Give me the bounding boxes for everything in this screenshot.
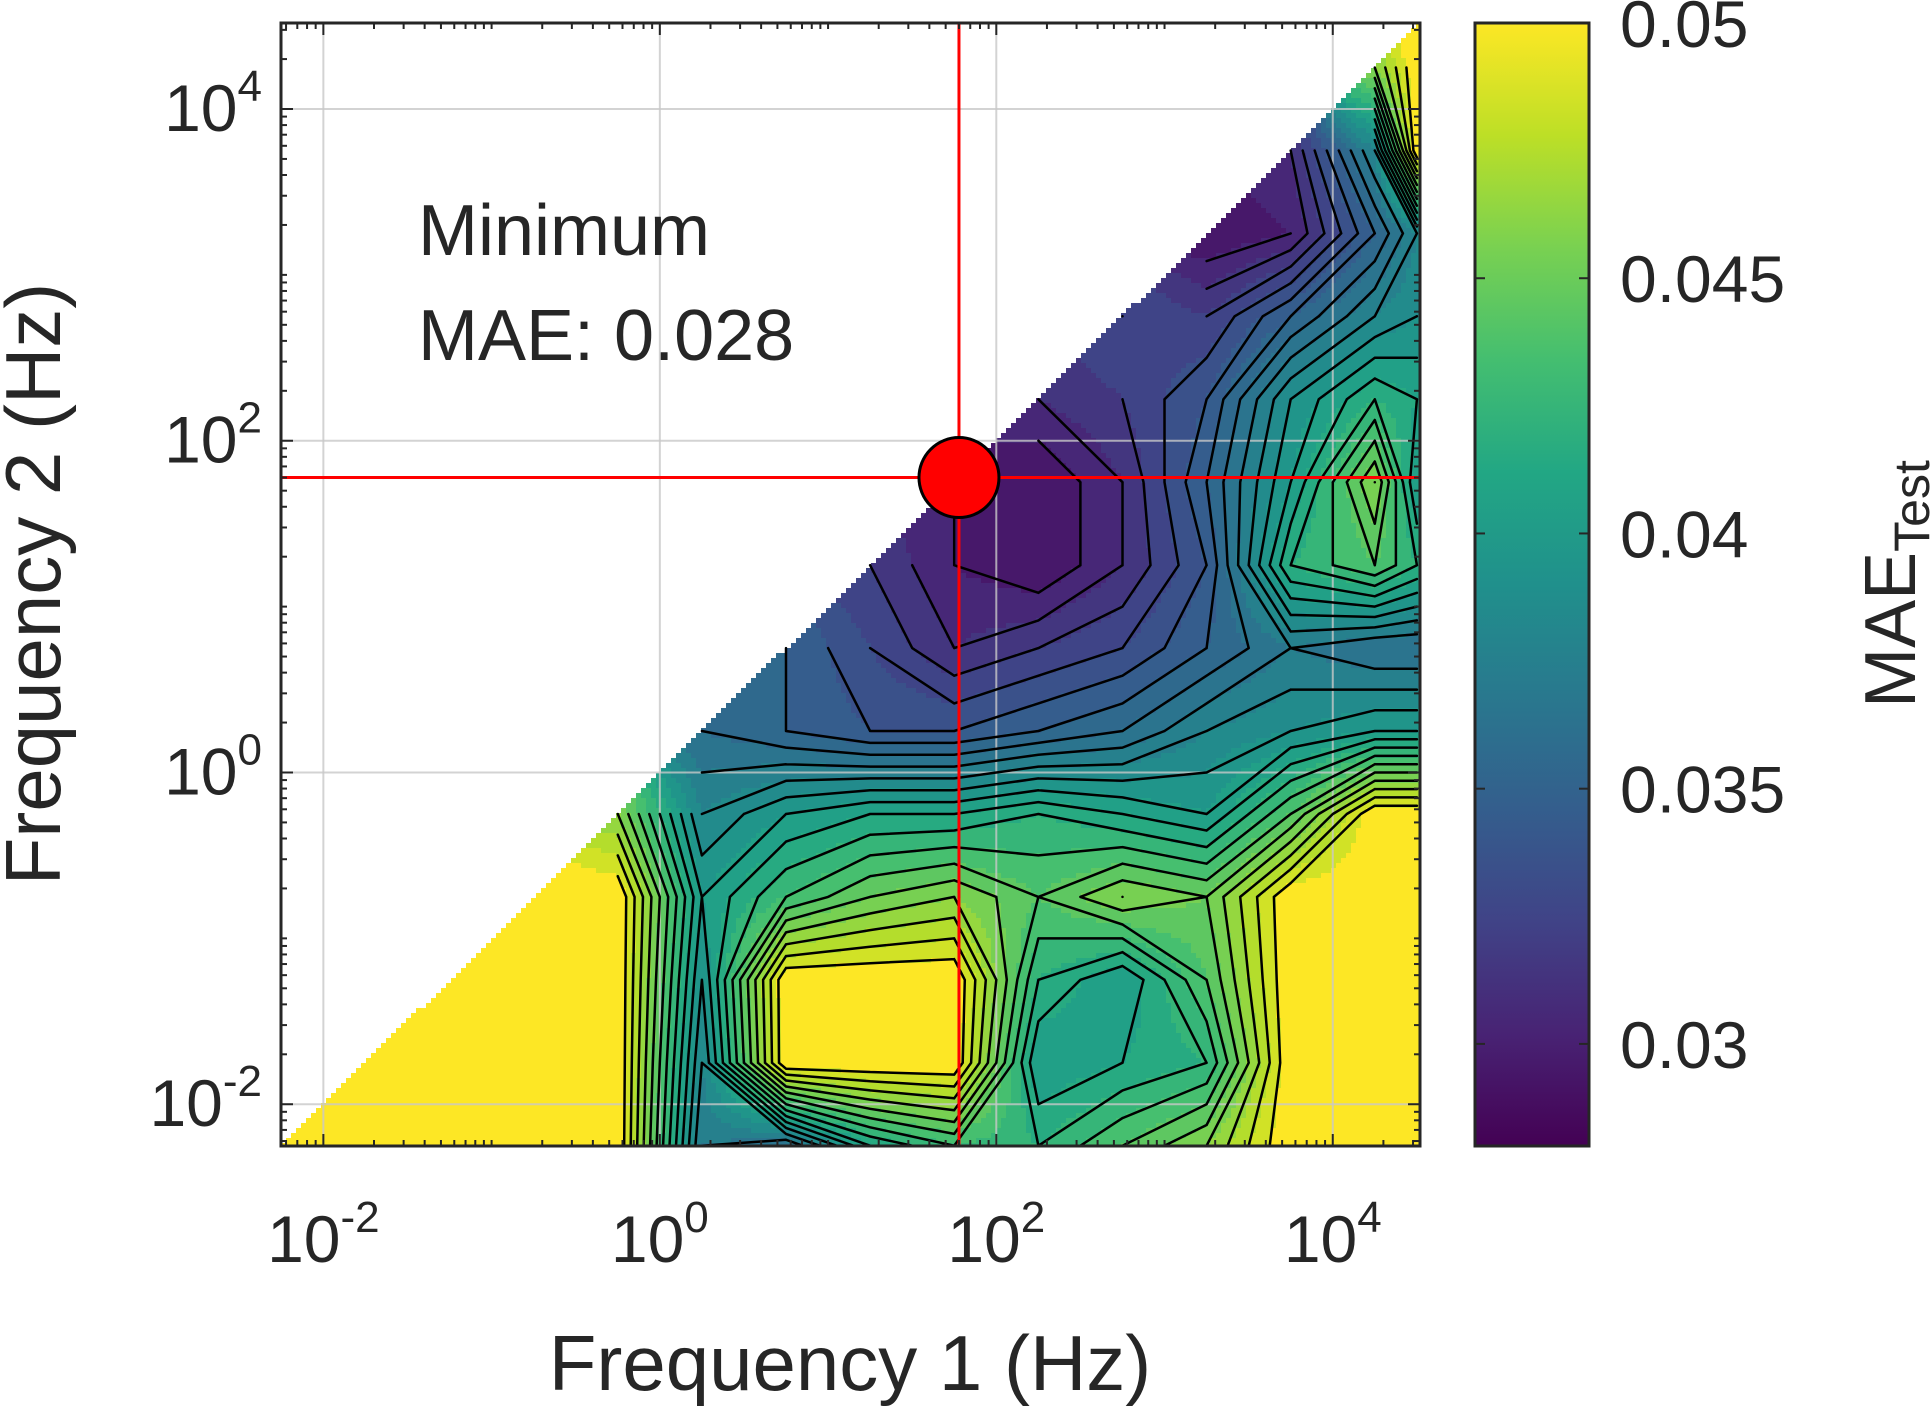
- x-tick-base: 10: [611, 1202, 684, 1276]
- y-tick-label: 102: [164, 394, 262, 477]
- x-axis-label: Frequency 1 (Hz): [549, 1319, 1152, 1407]
- colorbar-tick-labels: 0.03 0.035 0.04 0.045 0.05: [1620, 0, 1785, 1082]
- colorbar-tick-label: 0.05: [1620, 0, 1748, 61]
- y-tick-exponent: -2: [223, 1057, 262, 1106]
- x-tick-label: 100: [611, 1193, 709, 1276]
- y-axis-label: Frequency 2 (Hz): [0, 283, 77, 886]
- y-tick-exponent: 0: [238, 725, 262, 774]
- x-tick-label: 102: [947, 1193, 1045, 1276]
- y-tick-base: 10: [164, 403, 237, 477]
- colorbar-tick-label: 0.03: [1620, 1008, 1748, 1082]
- colorbar-label-subscript: Test: [1884, 460, 1930, 552]
- y-tick-label: 104: [164, 62, 262, 145]
- colorbar-tick-label: 0.04: [1620, 497, 1748, 571]
- x-tick-label: 10-2: [267, 1193, 380, 1276]
- y-tick-base: 10: [164, 734, 237, 808]
- y-tick-base: 10: [149, 1066, 222, 1140]
- y-tick-exponent: 4: [238, 62, 262, 111]
- annotation-line-1: Minimum: [418, 191, 710, 271]
- x-tick-exponent: 4: [1357, 1193, 1381, 1242]
- annotation-line-2: MAE: 0.028: [418, 296, 794, 376]
- minimum-point-marker: [919, 438, 999, 518]
- colorbar-label: MAETest: [1851, 460, 1930, 708]
- y-tick-label: 100: [164, 725, 262, 808]
- minimum-annotation: Minimum MAE: 0.028: [418, 191, 794, 376]
- x-tick-base: 10: [947, 1202, 1020, 1276]
- colorbar-tick-label: 0.045: [1620, 242, 1785, 316]
- x-tick-exponent: 0: [684, 1193, 708, 1242]
- y-tick-exponent: 2: [238, 394, 262, 443]
- colorbar-tick-label: 0.035: [1620, 753, 1785, 827]
- x-tick-labels: 10-2 100 102 104: [267, 1193, 1382, 1276]
- y-tick-label: 10-2: [149, 1057, 262, 1140]
- x-tick-label: 104: [1284, 1193, 1382, 1276]
- x-tick-exponent: -2: [341, 1193, 380, 1242]
- colorbar: [1475, 23, 1589, 1146]
- minimum-marker-layer: [919, 438, 999, 518]
- x-tick-exponent: 2: [1021, 1193, 1045, 1242]
- x-tick-base: 10: [1284, 1202, 1357, 1276]
- x-tick-base: 10: [267, 1202, 340, 1276]
- colorbar-label-main: MAE: [1851, 552, 1930, 708]
- y-tick-base: 10: [164, 71, 237, 145]
